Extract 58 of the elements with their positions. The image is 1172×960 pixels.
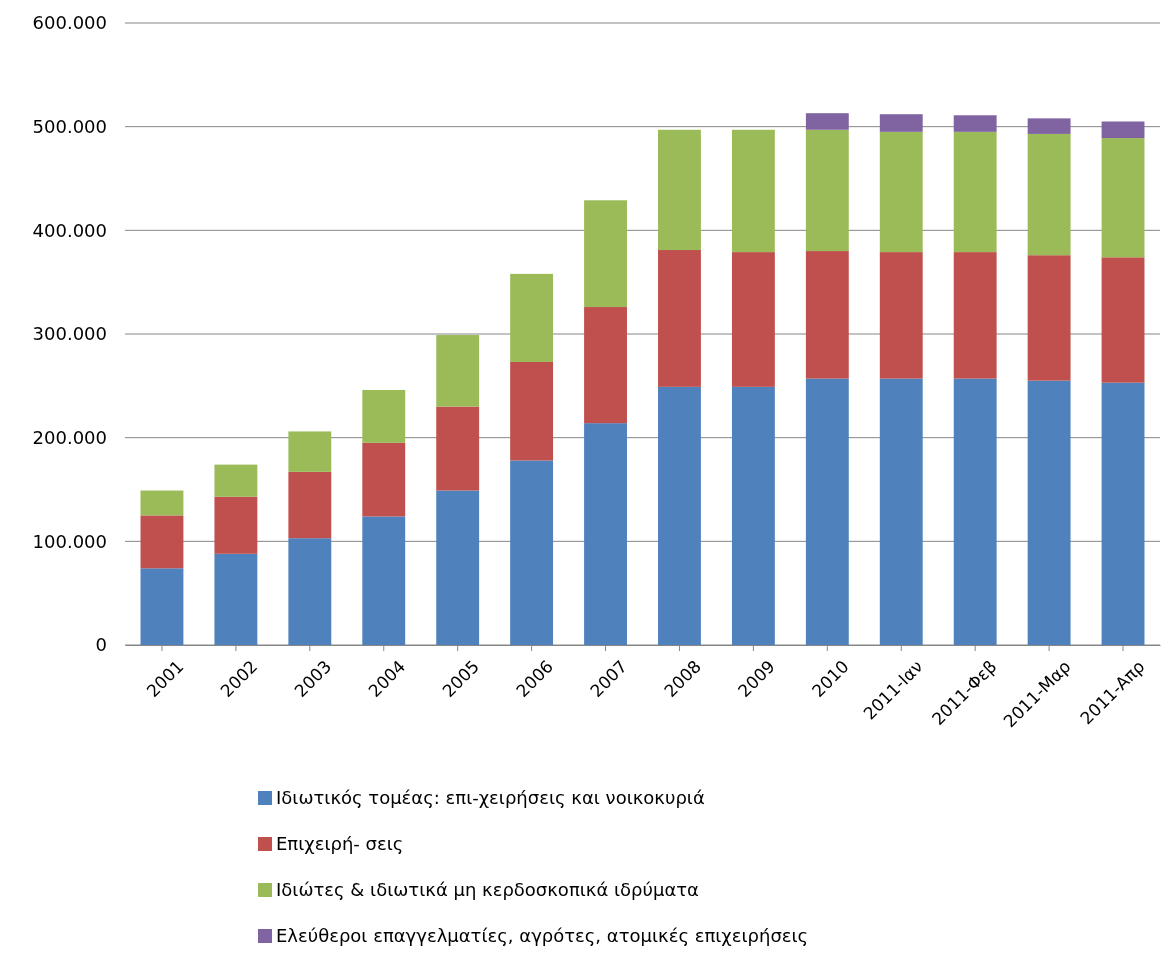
bar — [879, 252, 923, 379]
bar — [805, 251, 849, 379]
bar — [362, 389, 406, 443]
bar — [436, 406, 480, 491]
bar — [214, 496, 258, 554]
y-tick-label: 100.000 — [32, 530, 107, 552]
bar — [510, 460, 554, 645]
bar — [214, 464, 258, 497]
legend-label: Ιδιώτες & ιδιωτικά μη κερδοσκοπικά ιδρύματα — [276, 879, 699, 901]
bar — [953, 131, 997, 253]
bar — [1027, 118, 1071, 134]
bar — [731, 386, 775, 645]
bar — [805, 378, 849, 645]
bar — [214, 553, 258, 645]
bar — [436, 490, 480, 645]
bar — [288, 538, 332, 645]
bar — [1027, 380, 1071, 645]
bar — [584, 307, 627, 424]
bar — [1101, 121, 1145, 139]
bar — [1101, 382, 1145, 645]
bar — [658, 129, 701, 251]
y-tick-label: 500.000 — [32, 115, 107, 137]
bar — [879, 131, 923, 253]
bar — [584, 423, 627, 645]
bar — [510, 361, 554, 461]
legend-label: Επιχειρή- σεις — [276, 833, 404, 855]
bar — [953, 378, 997, 645]
bar — [879, 114, 923, 132]
bar — [658, 250, 701, 387]
bar — [584, 200, 627, 308]
y-tick-label: 0 — [95, 634, 107, 656]
bar — [1027, 133, 1071, 256]
bar — [436, 335, 480, 407]
bar — [1101, 257, 1145, 383]
y-tick-label: 600.000 — [32, 12, 107, 34]
bar — [731, 129, 775, 253]
bar — [140, 490, 184, 516]
y-tick-label: 400.000 — [32, 219, 107, 241]
bar — [879, 378, 923, 645]
bar — [805, 113, 849, 130]
bar — [362, 442, 406, 517]
bar — [510, 273, 554, 362]
bar — [953, 252, 997, 379]
y-tick-label: 200.000 — [32, 426, 107, 448]
bar — [288, 431, 332, 472]
bar — [658, 386, 701, 645]
legend-label: Ελεύθεροι επαγγελματίες, αγρότες, ατομικές επιχειρήσεις — [276, 925, 809, 947]
bar — [362, 516, 406, 645]
bar — [140, 568, 184, 645]
bar — [288, 471, 332, 539]
y-tick-label: 300.000 — [32, 323, 107, 345]
bar — [1101, 138, 1145, 258]
legend-label: Ιδιωτικός τομέας: επι-χειρήσεις και νοικοκυριά — [276, 787, 705, 809]
bar — [805, 129, 849, 252]
bar — [140, 515, 184, 569]
bar — [731, 252, 775, 387]
bar — [953, 115, 997, 132]
bar — [1027, 255, 1071, 381]
